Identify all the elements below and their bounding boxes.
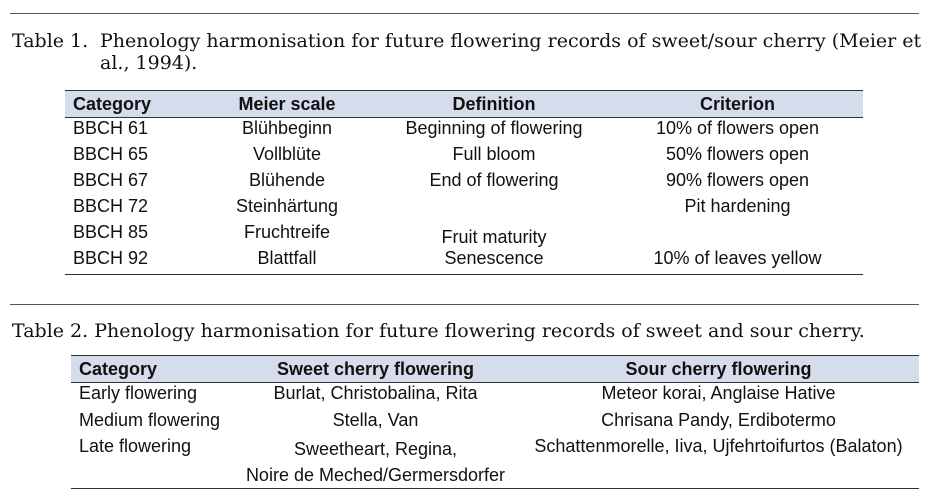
table-row: BBCH 67 Blühende End of flowering 90% fl… [65,170,863,196]
table-cell: Burlat, Christobalina, Rita [233,383,518,410]
table-row: BBCH 72 Steinhärtung Pit hardening [65,196,863,222]
table-row: Late flowering Sweetheart, Regina, Noire… [71,436,919,489]
table-cell [612,222,863,248]
table1-label: Table 1. [12,30,88,52]
table-cell: Sweetheart, Regina, Noire de Meched/Germ… [233,436,518,489]
table-cell: 10% of flowers open [612,118,863,145]
cell-line: Sweetheart, Regina, [233,436,518,462]
table-cell: Early flowering [71,383,233,410]
table1-header-row: Category Meier scale Definition Criterio… [65,91,863,118]
table2-header-row: Category Sweet cherry flowering Sour che… [71,356,919,383]
table-cell: Blühbeginn [198,118,376,145]
table-cell: BBCH 65 [65,144,198,170]
table1-header: Meier scale [198,91,376,118]
table-cell: Vollblüte [198,144,376,170]
cell-line: Noire de Meched/Germersdorfer [233,462,518,488]
table-cell: End of flowering [376,170,612,196]
top-rule [10,13,919,14]
table-cell: BBCH 92 [65,248,198,275]
table-cell: Chrisana Pandy, Erdibotermo [518,410,919,437]
table2: Category Sweet cherry flowering Sour che… [71,355,919,489]
table-cell: Stella, Van [233,410,518,437]
table-row: BBCH 92 Blattfall Senescence 10% of leav… [65,248,863,275]
middle-rule [10,304,919,305]
table1-header: Definition [376,91,612,118]
table2-header: Category [71,356,233,383]
table-cell: Meteor korai, Anglaise Hative [518,383,919,410]
table2-header: Sweet cherry flowering [233,356,518,383]
table1-header: Criterion [612,91,863,118]
table-cell: BBCH 85 [65,222,198,248]
table-cell: Blühende [198,170,376,196]
table-row: BBCH 65 Vollblüte Full bloom 50% flowers… [65,144,863,170]
table-cell: BBCH 67 [65,170,198,196]
table-cell: 90% flowers open [612,170,863,196]
table-cell: Beginning of flowering [376,118,612,145]
table-cell: 10% of leaves yellow [612,248,863,275]
table-cell: Fruit maturity [376,222,612,248]
table-cell: BBCH 72 [65,196,198,222]
table-row: BBCH 61 Blühbeginn Beginning of flowerin… [65,118,863,145]
table-cell: Pit hardening [612,196,863,222]
table2-caption: Table 2. Phenology harmonisation for fut… [12,320,927,342]
table-cell: Late flowering [71,436,233,489]
table1-caption-text: Phenology harmonisation for future flowe… [100,30,930,74]
table-cell: Schattenmorelle, Iiva, Ujfehrtoifurtos (… [518,436,919,489]
table-cell [376,196,612,222]
table1-header: Category [65,91,198,118]
table-cell: Fruchtreife [198,222,376,248]
table-row: BBCH 85 Fruchtreife Fruit maturity [65,222,863,248]
table-cell: BBCH 61 [65,118,198,145]
table-cell: Full bloom [376,144,612,170]
table-cell: Steinhärtung [198,196,376,222]
table-cell: Senescence [376,248,612,275]
table-cell: Blattfall [198,248,376,275]
table1: Category Meier scale Definition Criterio… [65,90,863,275]
table-cell: Medium flowering [71,410,233,437]
table-cell: 50% flowers open [612,144,863,170]
table2-header: Sour cherry flowering [518,356,919,383]
table-row: Early flowering Burlat, Christobalina, R… [71,383,919,410]
table-row: Medium flowering Stella, Van Chrisana Pa… [71,410,919,437]
